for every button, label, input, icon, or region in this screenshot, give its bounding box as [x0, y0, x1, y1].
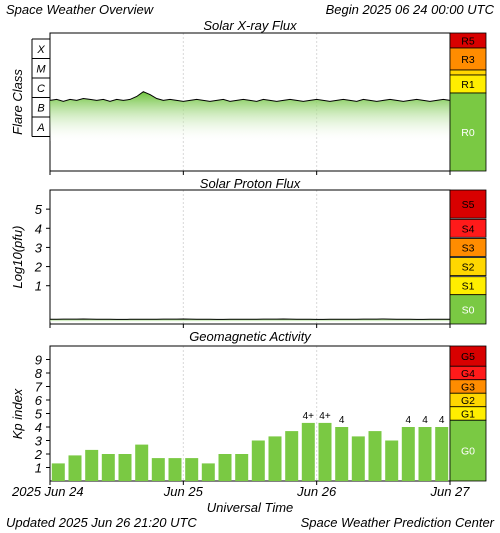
kp-bar-label: 4	[422, 415, 428, 426]
scale-label: S4	[462, 223, 475, 235]
flare-class-label: M	[36, 64, 46, 76]
proton-flux-panel: Solar Proton Flux 1 2 3 4 5 Log10(pfu) S5 S4 S3 S2…	[10, 176, 487, 328]
flare-class-label: A	[36, 122, 44, 134]
y-tick-label: 2	[34, 447, 43, 462]
x-axis-label: Universal Time	[207, 500, 294, 515]
x-tick-label: Jun 27	[429, 484, 470, 499]
kp-bar	[318, 422, 332, 481]
kp-bar-label: 4	[439, 415, 445, 426]
scale-label: S1	[462, 281, 475, 293]
plot-frame	[49, 189, 451, 325]
x-tick-label: Jun 25	[163, 484, 204, 499]
kp-bar	[168, 458, 182, 481]
begin-time: Begin 2025 06 24 00:00 UTC	[326, 2, 495, 17]
kp-bar	[435, 427, 449, 481]
kp-bar	[85, 449, 99, 481]
kp-bar	[151, 458, 165, 481]
y-tick-label: 4	[35, 420, 42, 435]
scale-box	[449, 238, 487, 257]
scale-label: G1	[461, 409, 475, 421]
kp-bar	[385, 440, 399, 481]
page-title: Space Weather Overview	[6, 2, 155, 17]
proton-flux-area	[50, 319, 450, 322]
scale-box	[449, 69, 487, 76]
scale-box	[449, 92, 487, 172]
kp-bar	[135, 444, 149, 481]
y-tick-label: 9	[35, 353, 42, 368]
kp-bar	[301, 422, 315, 481]
kp-bar	[368, 431, 382, 481]
scale-label: R1	[461, 79, 475, 91]
scale-label: S2	[462, 262, 475, 274]
y-tick-label: 2	[34, 260, 43, 275]
panel-title: Solar Proton Flux	[200, 176, 301, 191]
scale-label: R3	[461, 54, 475, 66]
xray-flux-line	[49, 91, 451, 102]
y-axis-label: Flare Class	[10, 69, 25, 135]
kp-bar	[201, 463, 215, 481]
y-tick-label: 4	[35, 221, 42, 236]
y-tick-label: 5	[35, 407, 43, 422]
scale-label: S5	[462, 199, 475, 211]
y-tick-label: 3	[35, 434, 43, 449]
kp-bar-label: 4+	[303, 411, 315, 422]
scale-label: S0	[462, 304, 475, 316]
y-axis-label: Kp index	[10, 388, 25, 439]
scale-label: G3	[461, 382, 475, 394]
scale-label: R5	[461, 36, 475, 48]
x-tick-label: 2025 Jun 24	[11, 484, 84, 499]
kp-bar	[285, 431, 299, 481]
y-tick-label: 1	[35, 461, 42, 476]
x-tick-label: Jun 26	[296, 484, 337, 499]
scale-label: G4	[461, 368, 475, 380]
kp-bar	[418, 427, 432, 481]
y-tick-label: 1	[35, 279, 42, 294]
kp-bar	[268, 436, 282, 481]
kp-bar	[118, 454, 132, 481]
scale-box	[449, 419, 487, 482]
scale-label: G0	[461, 446, 475, 458]
scale-label: R0	[461, 127, 475, 139]
y-tick-label: 5	[35, 202, 43, 217]
kp-bar	[235, 454, 249, 481]
panel-title: Geomagnetic Activity	[189, 329, 312, 344]
kp-bar	[218, 454, 232, 481]
kp-bar	[185, 458, 199, 481]
flare-class-label: B	[37, 103, 44, 115]
kp-bar	[51, 463, 65, 481]
flare-class-label: C	[37, 83, 45, 95]
kp-bar	[68, 455, 82, 481]
scale-box	[449, 218, 487, 238]
kp-bar-label: 4+	[319, 411, 331, 422]
scale-box	[449, 189, 487, 219]
scale-box	[449, 257, 487, 276]
scale-label: S3	[462, 242, 475, 254]
kp-bar	[101, 454, 115, 481]
kp-bar	[351, 436, 365, 481]
panel-title: Solar X-ray Flux	[203, 18, 297, 33]
scale-box	[449, 294, 487, 325]
scale-label: G5	[461, 351, 475, 363]
updated-time: Updated 2025 Jun 26 21:20 UTC	[6, 515, 197, 530]
y-tick-label: 8	[35, 366, 43, 381]
scale-label: G2	[461, 395, 475, 407]
kp-bar	[401, 427, 415, 481]
kp-bar-label: 4	[406, 415, 412, 426]
flare-class-label: X	[36, 44, 45, 56]
kp-bar-label: 4	[339, 415, 345, 426]
y-axis-label: Log10(pfu)	[10, 226, 25, 289]
prediction-center: Space Weather Prediction Center	[301, 515, 495, 530]
kp-bar	[251, 440, 265, 481]
y-tick-label: 3	[35, 240, 43, 255]
y-tick-label: 7	[35, 380, 43, 395]
y-tick-label: 6	[35, 393, 43, 408]
kp-bar	[335, 427, 349, 481]
xray-flux-area	[50, 91, 450, 141]
